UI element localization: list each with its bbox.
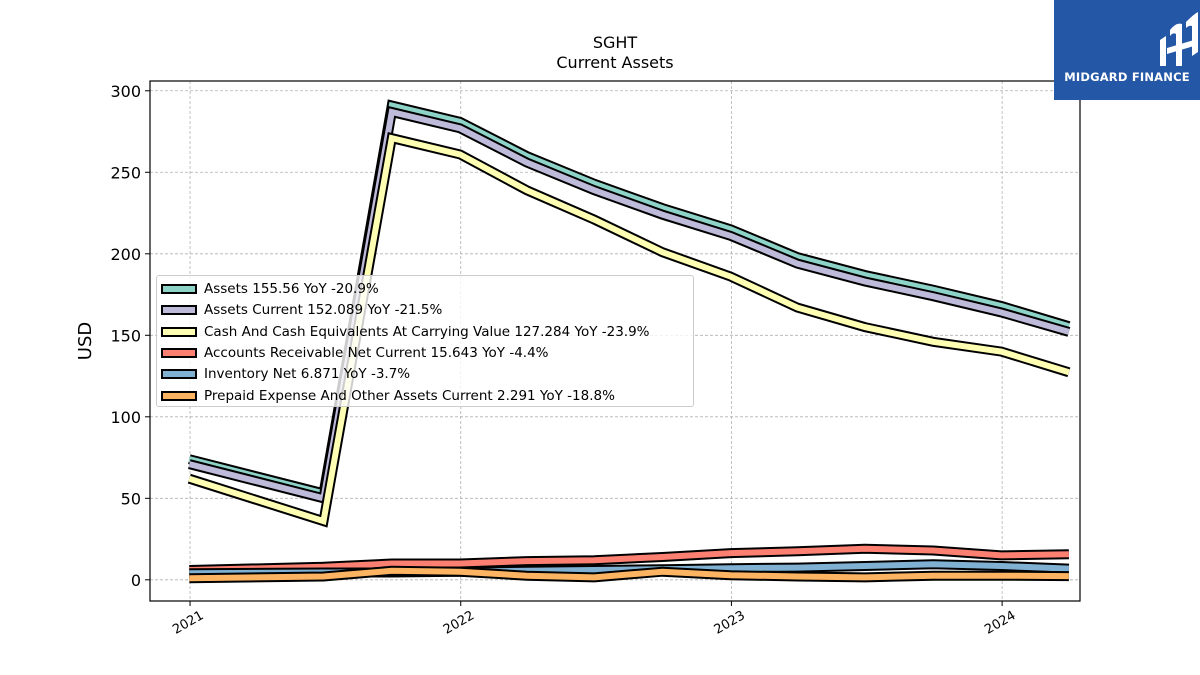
legend-label: Assets 155.56 YoY -20.9% <box>204 281 379 297</box>
series-1 <box>188 99 1071 500</box>
legend-item: Accounts Receivable Net Current 15.643 Y… <box>161 344 549 362</box>
x-axis: 2021 2022 2023 2024 <box>170 601 1018 638</box>
legend-item: Assets 155.56 YoY -20.9% <box>161 280 379 298</box>
legend-item: Inventory Net 6.871 YoY -3.7% <box>161 365 410 383</box>
series-line <box>189 545 1069 573</box>
plot-frame <box>149 80 1081 602</box>
series-line <box>188 108 1070 503</box>
legend-label: Prepaid Expense And Other Assets Current… <box>204 387 615 404</box>
logo-text: MIDGARD FINANCE <box>1064 70 1190 84</box>
y-tick-label: 200 <box>110 245 141 264</box>
legend-swatch <box>161 326 197 337</box>
legend-swatch <box>161 390 197 401</box>
series-4 <box>189 543 1069 575</box>
chart-title: SGHT <box>592 33 638 52</box>
y-tick-label: 150 <box>110 326 141 345</box>
legend-swatch <box>161 284 197 294</box>
series-line <box>188 134 1070 525</box>
legend-label: Inventory Net 6.871 YoY -3.7% <box>204 366 411 383</box>
legend-swatch <box>161 369 197 380</box>
legend-item: Cash And Cash Equivalents At Carrying Va… <box>161 323 650 341</box>
y-axis-label: USD <box>75 322 96 360</box>
chart-legend: Assets 155.56 YoY -20.9% Assets Current 1… <box>156 275 694 407</box>
series-line <box>189 567 1069 582</box>
series-2 <box>188 105 1071 505</box>
y-tick-label: 0 <box>131 571 141 590</box>
x-tick-label: 2024 <box>982 608 1018 638</box>
y-tick-label: 50 <box>121 489 141 508</box>
legend-label: Cash And Cash Equivalents At Carrying Va… <box>204 323 650 340</box>
legend-item: Assets Current 152.089 YoY -21.5% <box>161 301 442 319</box>
series-6 <box>189 565 1069 584</box>
y-tick-label: 100 <box>110 408 141 427</box>
x-tick-label: 2022 <box>441 608 477 638</box>
y-tick-label: 300 <box>110 82 141 101</box>
midgard-logo-icon <box>1160 12 1198 67</box>
legend-item: Prepaid Expense And Other Assets Current… <box>161 387 615 405</box>
legend-label: Assets Current 152.089 YoY -21.5% <box>204 302 443 319</box>
chart-subtitle: Current Assets <box>556 53 674 72</box>
series-line <box>188 101 1070 498</box>
legend-label: Accounts Receivable Net Current 15.643 Y… <box>204 344 549 361</box>
legend-swatch <box>161 347 197 358</box>
x-tick-label: 2023 <box>712 608 748 638</box>
y-tick-label: 250 <box>110 163 141 182</box>
series-layer <box>187 99 1071 584</box>
brand-logo: MIDGARD FINANCE <box>1054 0 1200 100</box>
legend-swatch <box>161 305 197 316</box>
series-3 <box>187 132 1071 528</box>
x-tick-label: 2021 <box>170 608 206 638</box>
y-axis: 0 50 100 150 200 250 300 <box>110 82 150 590</box>
